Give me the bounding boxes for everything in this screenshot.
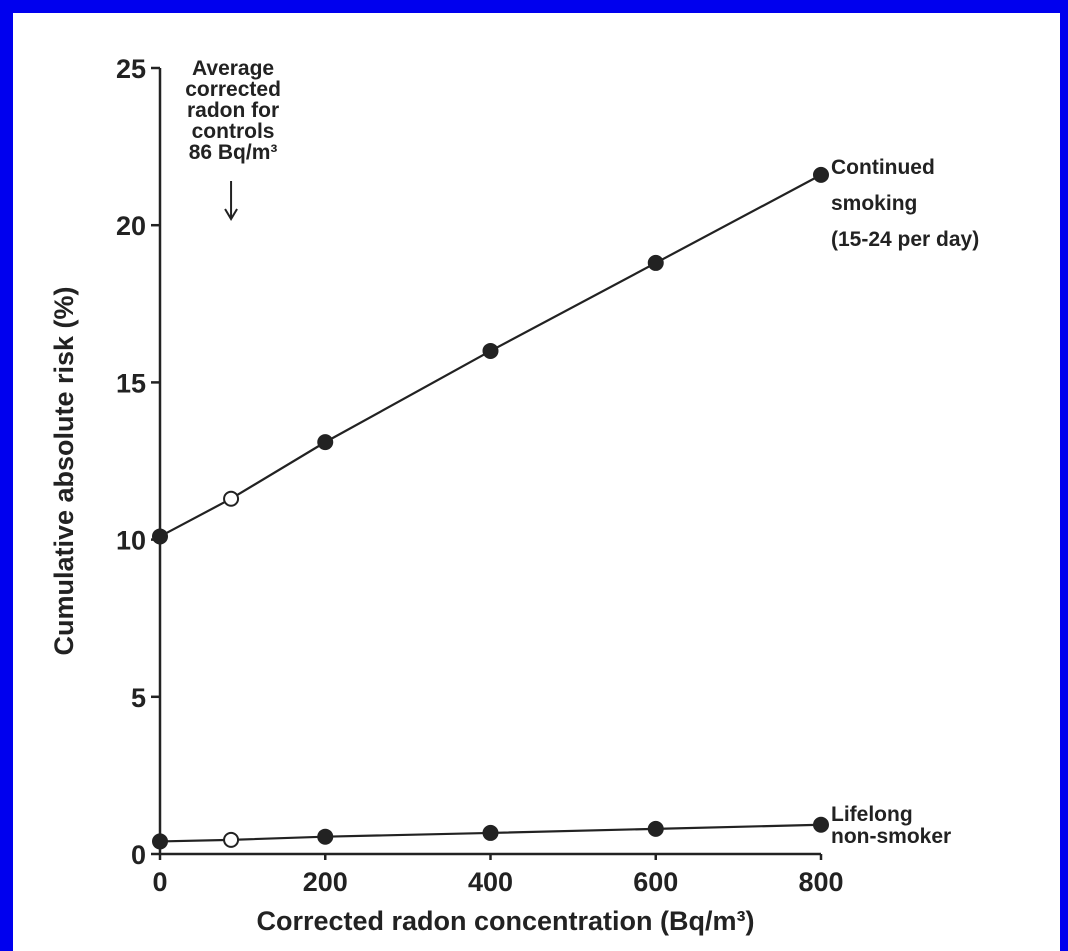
annotation-arrow-head [224,208,238,221]
data-point [813,816,829,833]
data-point [813,166,829,183]
x-ticks: 0 200 400 600 800 [152,854,844,897]
series-label-line: smoking [831,192,917,215]
annotation-line: Average [192,57,274,80]
data-point [647,820,664,837]
data-point [152,528,168,545]
series-label-line: (15-24 per day) [831,228,979,251]
axes [158,68,821,856]
y-tick-label: 20 [116,211,146,241]
series-label-line: non-smoker [831,825,951,848]
data-point [317,828,334,845]
data-point [482,342,499,359]
series-1: Continued smoking (15-24 per day) [152,156,979,545]
annotation-line: controls [192,120,275,143]
data-point [317,434,334,451]
data-point [152,833,168,850]
series-line [159,823,822,843]
x-tick-label: 800 [798,867,843,897]
annotation-line: 86 Bq/m³ [189,141,278,164]
x-tick-label: 600 [633,867,678,897]
y-ticks: 0 5 10 15 20 25 [116,54,160,870]
y-tick-label: 10 [116,526,146,556]
annotation-line: radon for [187,99,279,122]
y-tick-label: 0 [131,840,146,870]
y-tick-label: 15 [116,368,146,398]
control-average-point [223,490,240,507]
series-layer: Continued smoking (15-24 per day) Lifelongn… [152,156,979,850]
x-tick-label: 400 [468,867,513,897]
y-axis-title: Cumulative absolute risk (%) [49,286,79,655]
x-tick-label: 200 [303,867,348,897]
data-point [482,824,499,841]
series-line [159,173,822,538]
y-tick-label: 25 [116,54,146,84]
chart-frame: 0 5 10 15 20 25 0 200 400 600 800 Cumulative abso… [13,13,1060,951]
x-axis-title: Corrected radon concentration (Bq/m³) [256,906,754,936]
series-label-line: Continued [831,156,935,179]
x-tick-label: 0 [152,867,167,897]
line-chart: 0 5 10 15 20 25 0 200 400 600 800 Cumulative abso… [49,54,979,936]
y-tick-label: 5 [131,683,146,713]
data-point [647,254,664,271]
annotation-line: corrected [185,78,281,101]
series-label-line: Lifelong [831,803,913,826]
control-average-point [223,831,240,848]
